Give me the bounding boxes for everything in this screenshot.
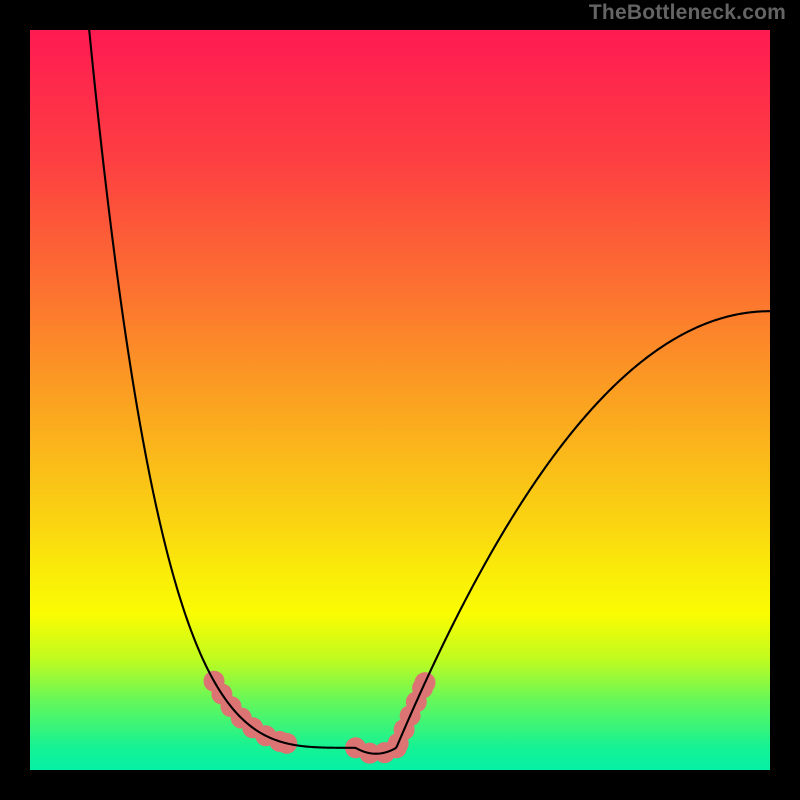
watermark-text: TheBottleneck.com: [589, 1, 786, 25]
chart-container: TheBottleneck.com: [0, 0, 800, 800]
gradient-background: [30, 30, 770, 770]
chart-svg: [0, 0, 800, 800]
